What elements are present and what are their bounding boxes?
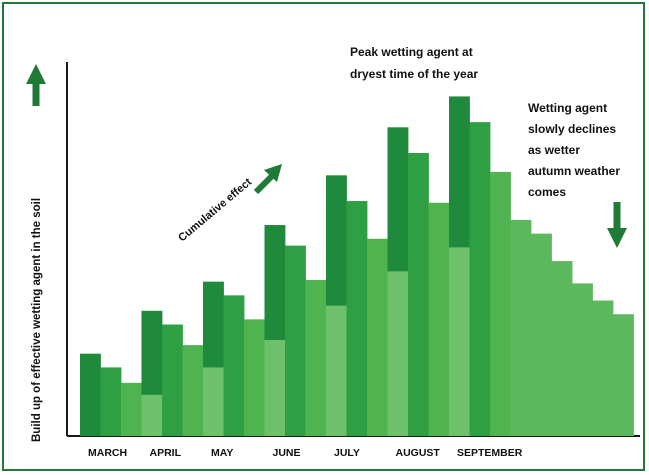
bar bbox=[223, 295, 245, 436]
x-tick-label: MAY bbox=[211, 447, 233, 459]
decline-annotation-line3: as wetter bbox=[528, 143, 580, 157]
bar-base-segment bbox=[141, 394, 163, 436]
bar bbox=[367, 238, 388, 436]
bar bbox=[182, 345, 204, 436]
x-tick-label: MARCH bbox=[88, 447, 127, 459]
bar bbox=[428, 202, 450, 436]
decline-annotation-line4: autumn weather bbox=[528, 164, 620, 178]
bars-group bbox=[80, 96, 634, 437]
bar bbox=[551, 261, 573, 436]
bar bbox=[531, 233, 552, 436]
bar-base-segment bbox=[203, 367, 224, 436]
bar bbox=[244, 319, 265, 436]
decline-annotation-line1: Wetting agent bbox=[528, 101, 607, 115]
cumulative-arrow-icon bbox=[253, 164, 282, 195]
x-tick-labels: MARCH APRIL MAY JUNE JULY AUGUST SEPTEMBER bbox=[88, 447, 523, 459]
bar bbox=[100, 367, 122, 436]
bar bbox=[162, 324, 183, 436]
decline-annotation-line2: slowly declines bbox=[528, 122, 616, 136]
bar bbox=[305, 279, 327, 436]
y-axis-label: Build up of effective wetting agent in t… bbox=[31, 198, 43, 442]
x-tick-label: AUGUST bbox=[396, 447, 441, 459]
x-tick-label: JUNE bbox=[273, 447, 301, 459]
peak-annotation-line1: Peak wetting agent at bbox=[350, 45, 473, 59]
bar-base-segment bbox=[387, 271, 409, 436]
bar-base-segment bbox=[264, 339, 286, 436]
bar bbox=[346, 201, 368, 436]
bar bbox=[490, 171, 511, 436]
x-tick-label: SEPTEMBER bbox=[457, 447, 523, 459]
bar bbox=[469, 122, 491, 436]
bar bbox=[510, 219, 532, 436]
bar bbox=[121, 382, 142, 436]
bar bbox=[80, 353, 101, 436]
decline-arrow-icon bbox=[607, 202, 627, 248]
bar bbox=[408, 153, 429, 436]
cumulative-effect-label: Cumulative effect bbox=[176, 176, 254, 244]
bar-base-segment bbox=[326, 305, 347, 436]
x-tick-label: JULY bbox=[334, 447, 360, 459]
x-tick-label: APRIL bbox=[150, 447, 182, 459]
bar bbox=[592, 300, 614, 436]
bar bbox=[285, 245, 306, 436]
peak-annotation-line2: dryest time of the year bbox=[350, 67, 478, 81]
bar bbox=[572, 283, 593, 436]
decline-annotation-line5: comes bbox=[528, 185, 566, 199]
y-axis-arrow-icon bbox=[26, 64, 46, 106]
bar bbox=[613, 314, 634, 436]
bar-base-segment bbox=[449, 247, 470, 436]
